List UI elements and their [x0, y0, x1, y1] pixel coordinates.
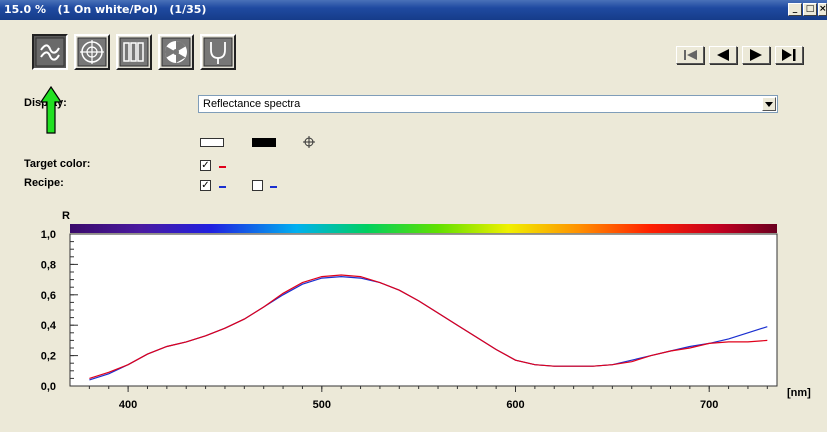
- close-button[interactable]: ×: [818, 3, 827, 16]
- crosshair-circle-icon: [77, 37, 107, 67]
- minimize-button[interactable]: _: [788, 3, 802, 16]
- x-axis-unit: [nm]: [787, 387, 811, 399]
- plot-area: [69, 233, 778, 387]
- title-bar: 15.0 % (1 On white/Pol) (1/35) _ □ ×: [0, 0, 827, 20]
- display-select[interactable]: Reflectance spectra: [198, 95, 778, 113]
- spectra-wave-icon: [35, 37, 65, 67]
- y-tick-label: 0,0: [41, 381, 56, 393]
- green-arrow-up-icon: [40, 86, 62, 134]
- white-background-swatch[interactable]: [200, 138, 224, 147]
- first-icon: [684, 50, 697, 60]
- bars-icon: [119, 37, 149, 67]
- recipe-2-checkbox[interactable]: [252, 180, 263, 191]
- recipe-label: Recipe:: [24, 177, 64, 189]
- y-tick-label: 0,2: [41, 351, 56, 363]
- recipe-2-line-sample: [270, 186, 277, 188]
- next-record-button[interactable]: [742, 46, 770, 64]
- pie-wheel-icon: [161, 37, 191, 67]
- target-color-checkbox[interactable]: ✓: [200, 160, 211, 171]
- y-tick-label: 0,8: [41, 259, 56, 271]
- y-axis-label: R: [62, 210, 70, 222]
- bar-view-button[interactable]: [116, 34, 152, 70]
- x-tick-label: 600: [506, 399, 524, 411]
- display-select-value: Reflectance spectra: [203, 98, 301, 110]
- main-panel: Display: Reflectance spectra Target colo…: [0, 20, 827, 432]
- u-curve-view-button[interactable]: [200, 34, 236, 70]
- series-line-1: [89, 274, 768, 379]
- black-background-swatch[interactable]: [252, 138, 276, 147]
- u-curve-icon: [203, 37, 233, 67]
- pie-view-button[interactable]: [158, 34, 194, 70]
- y-tick-label: 0,6: [41, 290, 56, 302]
- window-title: 15.0 % (1 On white/Pol) (1/35): [4, 3, 207, 16]
- recipe-checkbox[interactable]: ✓: [200, 180, 211, 191]
- first-record-button[interactable]: [676, 46, 704, 64]
- target-color-line-sample: [219, 166, 226, 168]
- color-space-view-button[interactable]: [74, 34, 110, 70]
- recipe-line-sample: [219, 186, 226, 188]
- maximize-button[interactable]: □: [803, 3, 817, 16]
- crosshair-small-icon[interactable]: [302, 135, 316, 152]
- x-tick-label: 500: [313, 399, 331, 411]
- x-tick-label: 400: [119, 399, 137, 411]
- y-tick-label: 1,0: [41, 229, 56, 241]
- x-tick-label: 700: [700, 399, 718, 411]
- spectrum-bar: [70, 224, 777, 233]
- last-icon: [782, 49, 796, 61]
- next-icon: [750, 49, 762, 61]
- prev-icon: [717, 49, 729, 61]
- spectra-view-button[interactable]: [32, 34, 68, 70]
- y-tick-label: 0,4: [41, 320, 57, 332]
- chevron-down-icon[interactable]: [762, 97, 776, 111]
- previous-record-button[interactable]: [709, 46, 737, 64]
- reflectance-chart: R 1,0 0,8 0,6 0,4 0,2 0,0 400 500 600 700 [nm]: [41, 210, 811, 411]
- target-color-label: Target color:: [24, 158, 91, 170]
- last-record-button[interactable]: [775, 46, 803, 64]
